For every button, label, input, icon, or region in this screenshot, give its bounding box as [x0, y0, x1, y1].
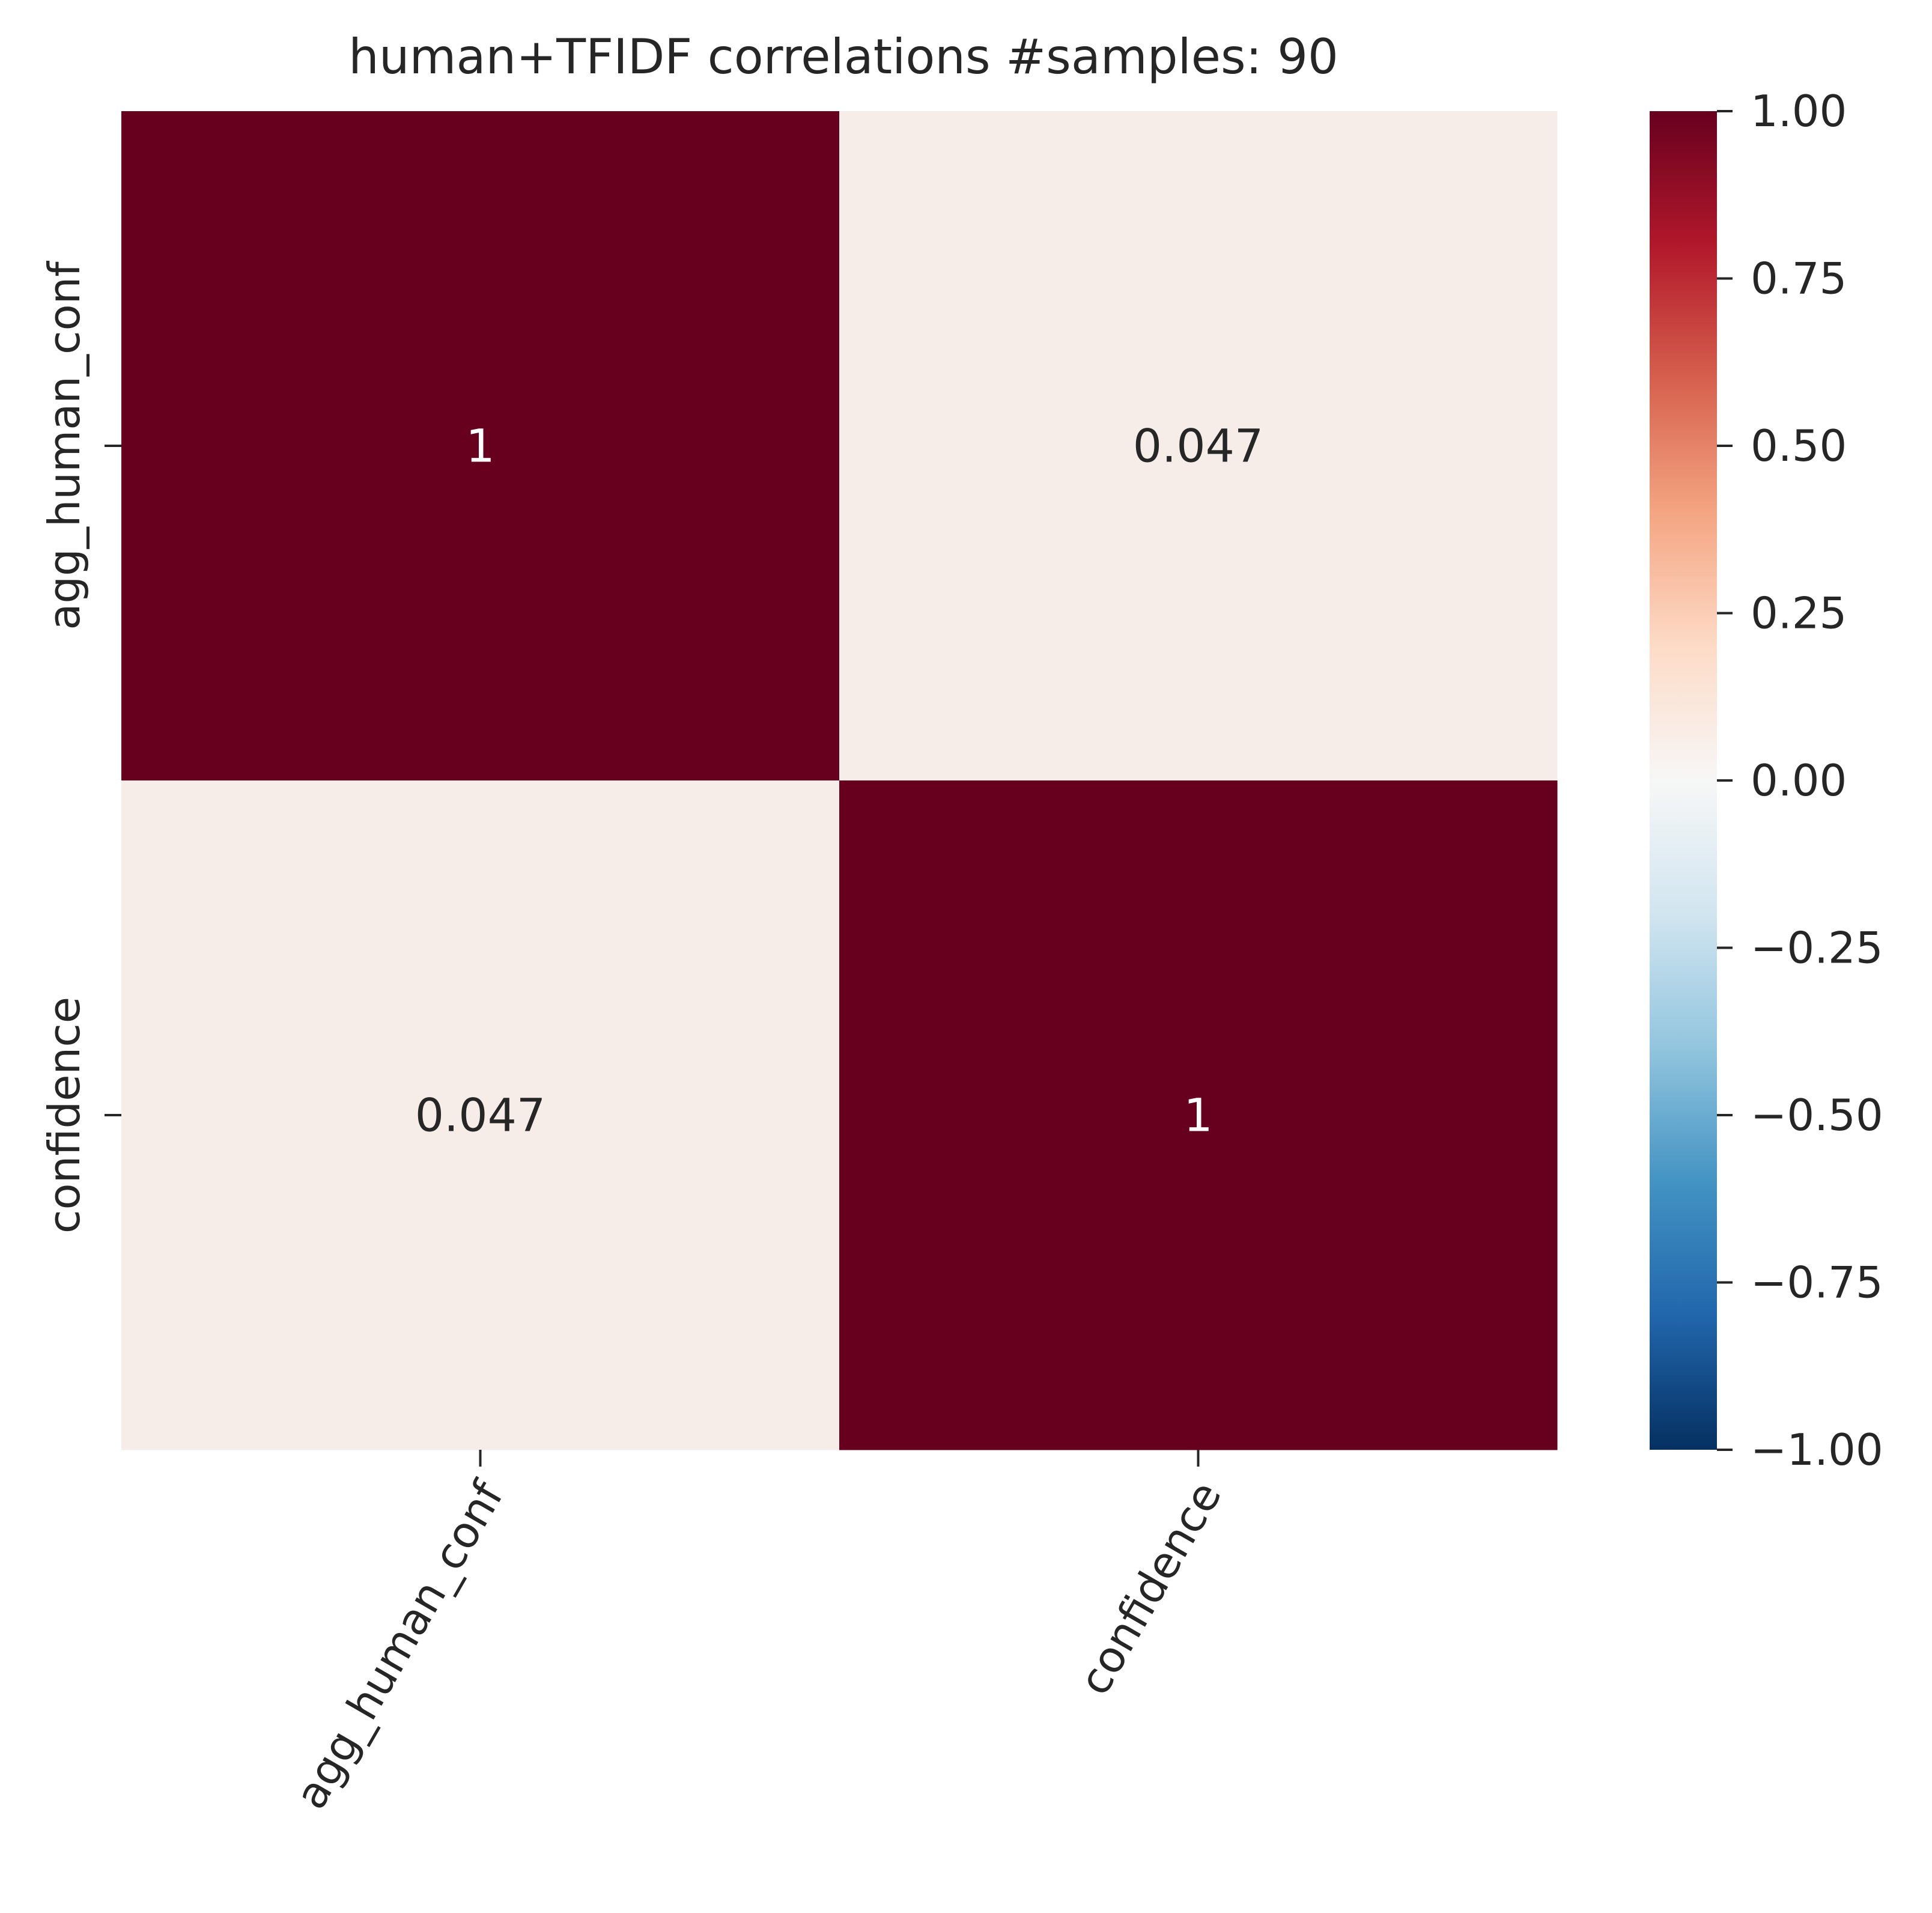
heatmap-cell-labels: 1 0.047 0.047 1	[415, 419, 1264, 1142]
heatmap-cell	[121, 780, 840, 1450]
cell-value-label: 0.047	[415, 1089, 546, 1142]
colorbar-tick-label: −0.25	[1751, 923, 1883, 973]
colorbar-gradient	[1650, 111, 1717, 1450]
y-tick-label: agg_human_conf	[39, 261, 90, 630]
colorbar: 1.00 0.75 0.50 0.25 0.00 −0.25 −0.50 −0.75 −1.00	[1650, 86, 1883, 1475]
colorbar-tick-label: 1.00	[1751, 86, 1847, 136]
colorbar-tick-label: −0.50	[1751, 1090, 1883, 1140]
colorbar-tick-label: −1.00	[1751, 1425, 1883, 1475]
heatmap-cell	[121, 111, 840, 781]
y-tick-label: confidence	[39, 997, 90, 1233]
cell-value-label: 0.047	[1133, 419, 1264, 473]
x-tick-label: confidence	[1069, 1473, 1231, 1703]
colorbar-tick-label: −0.75	[1751, 1258, 1883, 1308]
colorbar-tick-label: 0.00	[1751, 755, 1847, 806]
y-axis: agg_human_conf confidence	[39, 261, 121, 1233]
colorbar-ticks: 1.00 0.75 0.50 0.25 0.00 −0.25 −0.50 −0.75 −1.00	[1717, 86, 1883, 1475]
x-axis: agg_human_conf confidence	[285, 1450, 1231, 1817]
colorbar-tick-label: 0.50	[1751, 421, 1847, 471]
heatmap-cell	[839, 111, 1558, 781]
colorbar-tick-label: 0.75	[1751, 254, 1847, 304]
colorbar-tick-label: 0.25	[1751, 588, 1847, 639]
heatmap-cell	[839, 780, 1558, 1450]
heatmap-cells	[121, 111, 1558, 1450]
cell-value-label: 1	[466, 419, 494, 473]
cell-value-label: 1	[1183, 1089, 1212, 1142]
x-tick-label: agg_human_conf	[285, 1472, 514, 1817]
chart-title: human+TFIDF correlations #samples: 90	[348, 29, 1338, 85]
